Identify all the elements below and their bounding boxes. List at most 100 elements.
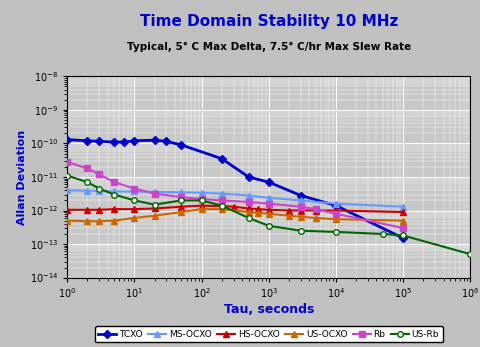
TCXO (298, 193, 304, 197)
MS-OCXO (84, 189, 90, 193)
MS-OCXO (132, 189, 137, 194)
US-Rb (64, 174, 70, 178)
HS-OCXO (199, 204, 204, 208)
US-OCXO (246, 210, 252, 214)
TCXO (400, 236, 406, 240)
MS-OCXO (96, 189, 102, 193)
MS-OCXO (298, 198, 304, 203)
US-Rb (179, 198, 184, 203)
Legend: TCXO, MS-OCXO, HS-OCXO, US-OCXO, Rb, US-Rb: TCXO, MS-OCXO, HS-OCXO, US-OCXO, Rb, US-… (95, 326, 443, 342)
TCXO (164, 139, 169, 143)
US-Rb (468, 252, 473, 256)
Line: US-Rb: US-Rb (64, 173, 473, 257)
Rb (333, 212, 339, 216)
Rb (219, 198, 225, 203)
HS-OCXO (111, 207, 117, 211)
Y-axis label: Allan Deviation: Allan Deviation (17, 129, 27, 225)
US-OCXO (298, 215, 304, 219)
US-OCXO (96, 219, 102, 223)
Rb (179, 195, 184, 199)
US-Rb (333, 230, 339, 234)
Rb (246, 200, 252, 204)
Rb (111, 180, 117, 184)
MS-OCXO (64, 188, 70, 192)
TCXO (152, 138, 157, 142)
X-axis label: Tau, seconds: Tau, seconds (224, 303, 314, 316)
TCXO (246, 175, 252, 179)
Line: MS-OCXO: MS-OCXO (64, 187, 406, 210)
HS-OCXO (84, 208, 90, 212)
TCXO (132, 139, 137, 143)
US-OCXO (400, 219, 406, 223)
Line: US-OCXO: US-OCXO (64, 206, 406, 224)
MS-OCXO (333, 202, 339, 206)
TCXO (179, 143, 184, 147)
HS-OCXO (313, 209, 319, 213)
US-Rb (266, 224, 272, 228)
MS-OCXO (111, 189, 117, 194)
US-OCXO (313, 216, 319, 220)
Rb (400, 226, 406, 230)
HS-OCXO (246, 206, 252, 211)
Line: HS-OCXO: HS-OCXO (64, 203, 406, 215)
Rb (96, 172, 102, 176)
Rb (266, 202, 272, 206)
US-Rb (152, 203, 157, 207)
MS-OCXO (400, 205, 406, 209)
MS-OCXO (199, 191, 204, 195)
HS-OCXO (179, 205, 184, 209)
Rb (84, 166, 90, 170)
US-OCXO (333, 217, 339, 221)
TCXO (64, 137, 70, 142)
MS-OCXO (179, 190, 184, 194)
US-Rb (84, 180, 90, 184)
US-Rb (246, 216, 252, 220)
TCXO (333, 204, 339, 208)
US-Rb (219, 204, 225, 208)
MS-OCXO (246, 193, 252, 197)
HS-OCXO (255, 207, 261, 211)
HS-OCXO (400, 210, 406, 214)
HS-OCXO (333, 209, 339, 213)
Rb (313, 207, 319, 211)
Rb (298, 205, 304, 209)
TCXO (84, 139, 90, 143)
Rb (199, 197, 204, 201)
HS-OCXO (286, 209, 292, 213)
Text: Typical, 5° C Max Delta, 7.5° C/hr Max Slew Rate: Typical, 5° C Max Delta, 7.5° C/hr Max S… (127, 42, 411, 52)
HS-OCXO (298, 209, 304, 213)
US-Rb (298, 229, 304, 233)
US-OCXO (132, 216, 137, 220)
Text: Time Domain Stability 10 MHz: Time Domain Stability 10 MHz (140, 14, 398, 29)
US-OCXO (255, 211, 261, 215)
US-Rb (380, 232, 386, 236)
US-OCXO (286, 214, 292, 218)
Rb (64, 160, 70, 164)
US-OCXO (199, 207, 204, 211)
US-OCXO (152, 214, 157, 218)
TCXO (96, 139, 102, 143)
Line: Rb: Rb (64, 159, 406, 231)
MS-OCXO (266, 196, 272, 200)
US-Rb (132, 198, 137, 203)
HS-OCXO (96, 208, 102, 212)
Rb (152, 192, 157, 196)
US-OCXO (219, 207, 225, 211)
TCXO (266, 180, 272, 184)
US-OCXO (64, 219, 70, 223)
US-Rb (111, 193, 117, 197)
HS-OCXO (64, 208, 70, 212)
US-Rb (199, 198, 204, 203)
Rb (132, 187, 137, 191)
HS-OCXO (132, 207, 137, 211)
Line: TCXO: TCXO (64, 137, 406, 241)
TCXO (121, 140, 127, 144)
HS-OCXO (231, 205, 237, 209)
US-OCXO (84, 219, 90, 223)
MS-OCXO (219, 192, 225, 196)
HS-OCXO (266, 208, 272, 212)
HS-OCXO (152, 206, 157, 211)
MS-OCXO (152, 190, 157, 194)
TCXO (219, 156, 225, 161)
TCXO (111, 140, 117, 144)
